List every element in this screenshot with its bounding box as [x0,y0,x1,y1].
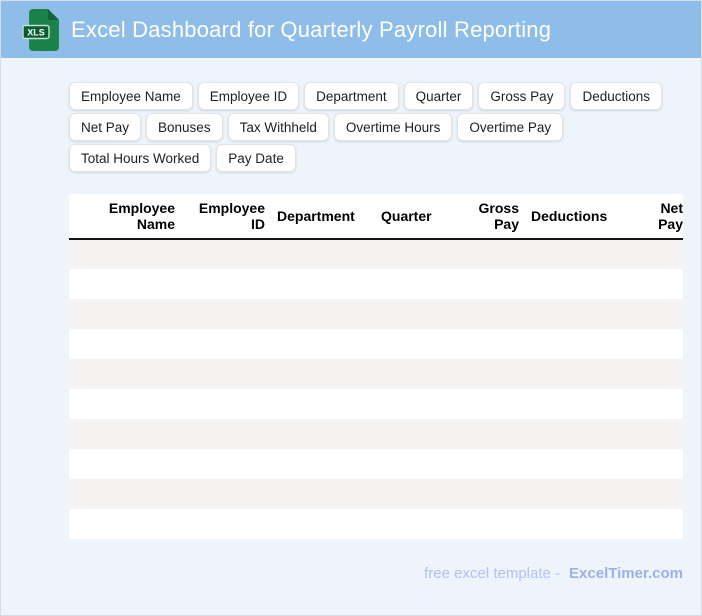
col-header-deductions: Deductions [525,194,627,240]
col-header-quarter: Quarter [375,194,453,240]
header-bar: XLS Excel Dashboard for Quarterly Payrol… [1,1,701,58]
table-row [69,449,683,479]
xls-badge [22,24,50,39]
table-header-row: Employee Name Employee ID Department Qua… [69,194,683,240]
table-body [69,239,683,539]
chip-overtime-hours[interactable]: Overtime Hours [333,113,453,141]
table-row [69,509,683,539]
chip-department[interactable]: Department [304,82,399,110]
page-title: Excel Dashboard for Quarterly Payroll Re… [71,16,552,42]
table-row [69,359,683,389]
xls-badge-label: XLS [27,27,45,37]
chip-gross-pay[interactable]: Gross Pay [478,82,566,110]
footer: free excel template - ExcelTimer.com [69,565,683,582]
chip-total-hours-worked[interactable]: Total Hours Worked [69,144,212,172]
field-chips: Employee Name Employee ID Department Qua… [69,82,683,172]
table-row [69,329,683,359]
chip-employee-id[interactable]: Employee ID [197,82,300,110]
table-row [69,419,683,449]
chip-employee-name[interactable]: Employee Name [69,82,193,110]
chip-overtime-pay[interactable]: Overtime Pay [457,113,564,141]
table-row [69,269,683,299]
folded-corner [48,8,59,20]
chip-deductions[interactable]: Deductions [570,82,662,110]
chip-pay-date[interactable]: Pay Date [216,144,296,172]
xls-file-icon: XLS [22,8,59,51]
footer-text: free excel template - [424,565,561,582]
table-row [69,479,683,509]
payroll-table-container: Employee Name Employee ID Department Qua… [69,194,683,539]
col-header-net-pay: Net Pay [627,194,683,240]
chip-bonuses[interactable]: Bonuses [146,113,223,141]
table-row [69,239,683,269]
col-header-employee-id: Employee ID [181,194,271,240]
col-header-employee-name: Employee Name [69,194,181,240]
col-header-department: Department [271,194,375,240]
chip-tax-withheld[interactable]: Tax Withheld [227,113,329,141]
payroll-table: Employee Name Employee ID Department Qua… [69,194,683,539]
chip-net-pay[interactable]: Net Pay [69,113,142,141]
table-row [69,389,683,419]
content: Employee Name Employee ID Department Qua… [69,82,683,582]
footer-brand-link[interactable]: ExcelTimer.com [569,565,683,582]
col-header-gross-pay: Gross Pay [453,194,525,240]
table-row [69,299,683,329]
chip-quarter[interactable]: Quarter [403,82,474,110]
